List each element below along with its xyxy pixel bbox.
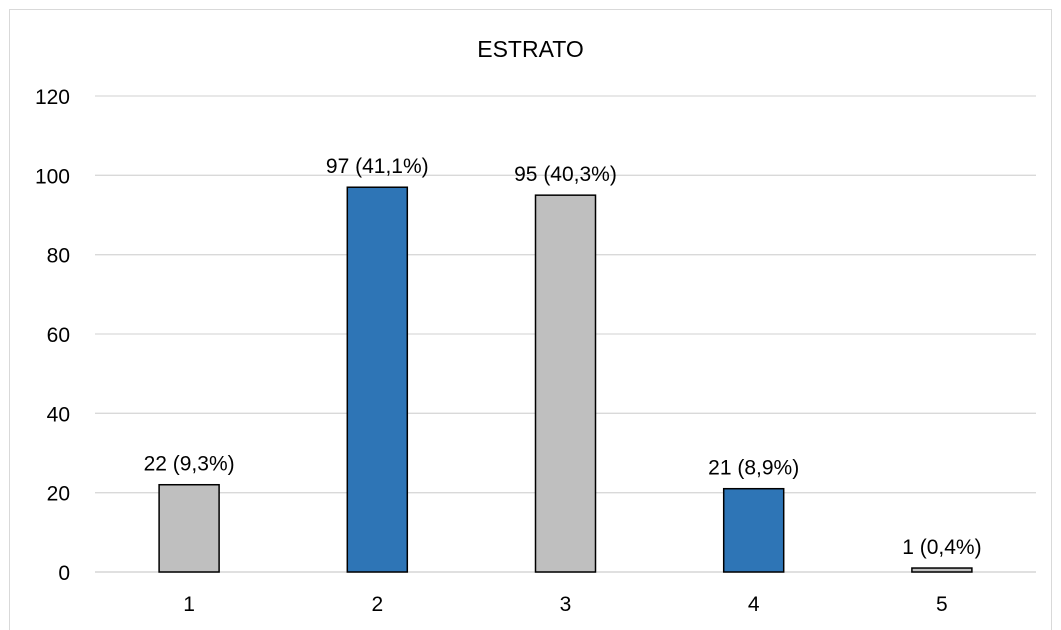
data-label: 95 (40,3%) [514, 163, 617, 186]
bar-5 [911, 567, 973, 573]
y-tick-label: 40 [47, 403, 70, 426]
chart-title: ESTRATO [477, 36, 584, 62]
bar-1 [158, 483, 220, 573]
y-tick-label: 80 [47, 245, 70, 268]
x-tick-label: 1 [183, 593, 195, 616]
bars [158, 186, 973, 573]
bar-4 [722, 487, 785, 573]
y-tick-label: 0 [58, 562, 70, 585]
x-axis-ticks: 1 2 3 4 5 [183, 593, 947, 616]
x-tick-label: 2 [371, 593, 383, 616]
bar-3 [534, 194, 597, 573]
y-tick-label: 20 [47, 483, 70, 506]
data-label: 21 (8,9%) [708, 457, 799, 480]
chart-frame [9, 9, 1052, 630]
data-labels: 22 (9,3%) 97 (41,1%) 95 (40,3%) 21 (8,9%) 1 … [144, 155, 982, 559]
y-tick-label: 100 [35, 165, 70, 188]
x-tick-label: 4 [748, 593, 760, 616]
y-axis-ticks: 0 20 40 60 80 100 120 [35, 86, 70, 585]
data-label: 22 (9,3%) [144, 453, 235, 476]
data-label: 1 (0,4%) [902, 536, 981, 559]
y-tick-label: 60 [47, 324, 70, 347]
data-label: 97 (41,1%) [326, 155, 429, 178]
x-tick-label: 5 [936, 593, 948, 616]
bar-2 [346, 186, 409, 573]
x-tick-label: 3 [560, 593, 572, 616]
y-tick-label: 120 [35, 86, 70, 109]
